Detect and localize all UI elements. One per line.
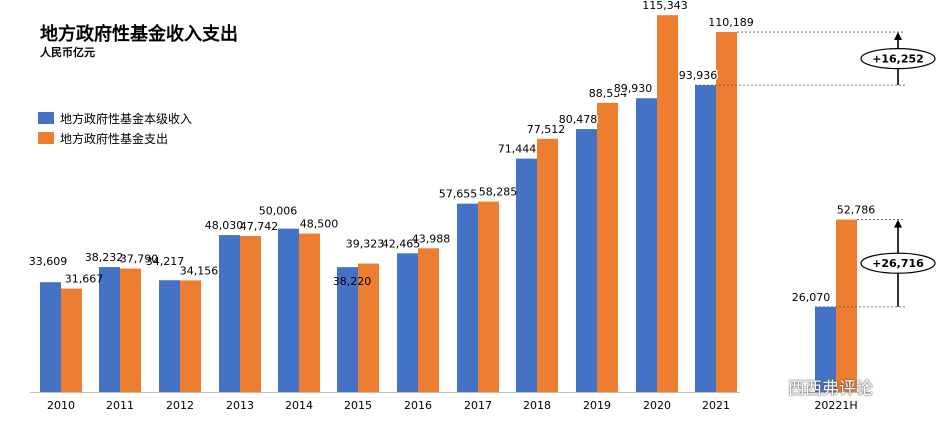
x-tick-label-2018: 2018 xyxy=(523,399,551,412)
bar-expense-2019 xyxy=(597,102,618,392)
watermark: 西西弗评论 xyxy=(762,374,873,399)
bar-expense-2021 xyxy=(716,32,737,393)
legend-swatch-expense xyxy=(38,132,54,144)
data-label-income-2011: 38,232 xyxy=(85,251,124,264)
bar-income-2016 xyxy=(397,253,418,392)
data-label-income-2021: 93,936 xyxy=(679,69,718,82)
bar-expense-2021H xyxy=(836,219,857,392)
bar-income-2021 xyxy=(695,85,716,393)
data-label-income-2017: 57,655 xyxy=(439,188,478,201)
legend-label-expense: 地方政府性基金支出 xyxy=(60,131,169,146)
x-tick-label-2013: 2013 xyxy=(226,399,254,412)
bar-income-2018 xyxy=(516,158,537,392)
bar-expense-2017 xyxy=(478,201,499,392)
data-label-income-2010: 33,609 xyxy=(29,255,68,268)
bar-expense-2010 xyxy=(61,288,82,392)
x-tick-label-2016: 2016 xyxy=(404,399,432,412)
x-tick-label-2015: 2015 xyxy=(344,399,372,412)
legend-item-income: 地方政府性基金本级收入 xyxy=(38,108,192,128)
bar-expense-2015 xyxy=(358,263,379,392)
data-label-expense-2021H: 52,786 xyxy=(837,204,876,217)
data-label-income-2015: 38,220 xyxy=(333,275,372,288)
x-tick-label-2017: 2017 xyxy=(464,399,492,412)
annotation-arrowhead-1 xyxy=(894,219,902,228)
bar-expense-2014 xyxy=(299,233,320,392)
bar-income-2013 xyxy=(219,235,240,392)
annotation-text-1: +26,716 xyxy=(872,257,924,270)
bar-expense-2020 xyxy=(657,15,678,393)
data-label-expense-2012: 34,156 xyxy=(180,264,219,277)
annotation-badge-1 xyxy=(860,252,936,274)
x-tick-label-2021H: 20221H xyxy=(814,399,857,412)
data-label-income-2020: 89,930 xyxy=(614,82,653,95)
bar-income-2017 xyxy=(457,203,478,392)
annotation-badge-0 xyxy=(860,47,936,70)
data-label-income-2021H: 26,070 xyxy=(792,291,831,304)
legend: 地方政府性基金本级收入 地方政府性基金支出 xyxy=(38,108,192,148)
data-label-income-2014: 50,006 xyxy=(259,205,298,218)
chart-subtitle: 人民币亿元 xyxy=(40,46,95,59)
chart-title: 地方政府性基金收入支出 xyxy=(40,24,238,45)
bar-income-2014 xyxy=(278,228,299,392)
data-label-income-2012: 34,217 xyxy=(146,255,185,268)
x-tick-label-2021: 2021 xyxy=(702,399,730,412)
bar-income-2010 xyxy=(40,282,61,392)
data-label-expense-2011: 37,790 xyxy=(120,253,159,266)
data-label-income-2019: 80,478 xyxy=(559,113,598,126)
bar-expense-2016 xyxy=(418,248,439,392)
bar-income-2012 xyxy=(159,280,180,392)
bar-expense-2012 xyxy=(180,280,201,392)
bar-income-2020 xyxy=(636,98,657,392)
data-label-expense-2016: 43,988 xyxy=(412,232,451,245)
data-label-expense-2017: 58,285 xyxy=(479,186,518,199)
bar-expense-2013 xyxy=(240,236,261,392)
wechat-icon xyxy=(762,379,782,394)
x-tick-label-2012: 2012 xyxy=(166,399,194,412)
data-label-expense-2010: 31,667 xyxy=(65,273,104,286)
bar-income-2015 xyxy=(337,267,358,392)
data-label-expense-2021: 110,189 xyxy=(708,16,754,29)
data-label-income-2013: 48,030 xyxy=(205,219,244,232)
annotation-arrowhead-0 xyxy=(894,32,902,41)
watermark-text: 西西弗评论 xyxy=(788,379,873,399)
annotation-text-0: +16,252 xyxy=(872,53,924,66)
bar-expense-2011 xyxy=(120,268,141,392)
data-label-income-2016: 42,465 xyxy=(382,237,421,250)
bar-income-2011 xyxy=(99,267,120,392)
legend-swatch-income xyxy=(38,112,54,124)
data-label-income-2018: 71,444 xyxy=(498,143,537,156)
x-tick-label-2011: 2011 xyxy=(106,399,134,412)
data-label-expense-2015: 39,323 xyxy=(346,238,385,251)
bar-income-2021H xyxy=(815,306,836,392)
data-label-expense-2018: 77,512 xyxy=(527,123,566,136)
x-tick-label-2014: 2014 xyxy=(285,399,313,412)
data-label-expense-2020: 115,343 xyxy=(642,0,688,12)
legend-item-expense: 地方政府性基金支出 xyxy=(38,128,192,148)
x-tick-label-2020: 2020 xyxy=(643,399,671,412)
data-label-expense-2019: 88,534 xyxy=(589,87,628,100)
x-tick-label-2019: 2019 xyxy=(583,399,611,412)
bar-expense-2018 xyxy=(537,138,558,392)
data-label-expense-2013: 47,742 xyxy=(240,220,279,233)
bar-income-2019 xyxy=(576,129,597,392)
legend-label-income: 地方政府性基金本级收入 xyxy=(60,111,193,126)
x-tick-label-2010: 2010 xyxy=(47,399,75,412)
data-label-expense-2014: 48,500 xyxy=(300,218,339,231)
